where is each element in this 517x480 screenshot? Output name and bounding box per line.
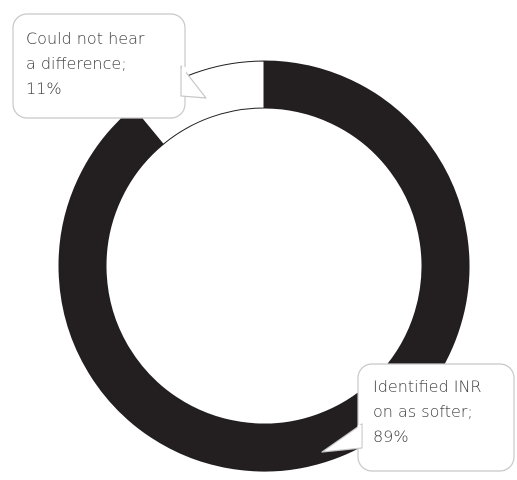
callout-label-line: on as softer; [373,402,473,421]
callout-label-line: 89% [373,427,409,446]
callouts: Identified INR on as softer; 89% Could not … [12,13,515,472]
callout-label-line: Identified INR [373,377,482,396]
callout-0: Identified INR on as softer; 89% [321,363,515,472]
callout-pointer [180,65,207,99]
callout-label-line: Could not hear [26,29,145,48]
slice-0 [58,60,470,472]
callout-1: Could not hear a difference; 11% [12,13,207,119]
callout-label-line: 11% [26,79,62,98]
callout-label-line: a difference; [26,54,127,73]
callout-box [12,13,186,119]
callout-seam [357,425,362,447]
callout-pointer [321,423,363,453]
callout-box [357,363,515,472]
callout-seam [182,67,186,95]
